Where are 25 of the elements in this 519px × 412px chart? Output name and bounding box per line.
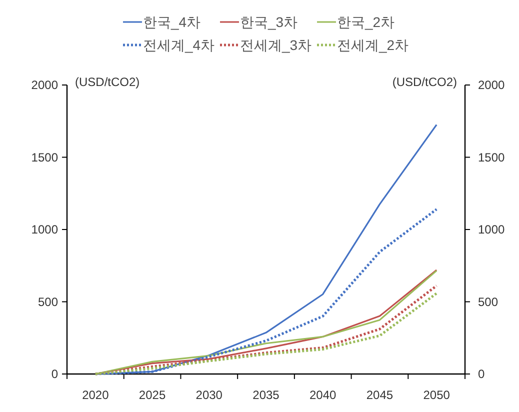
legend-label: 전세계_3차	[240, 37, 312, 53]
legend-label: 전세계_4차	[143, 37, 215, 53]
y-tick-label: 1500	[31, 150, 58, 164]
legend-label: 전세계_2차	[337, 37, 409, 53]
y2-tick-label: 0	[478, 367, 485, 381]
x-tick-label: 2040	[310, 388, 337, 402]
y-axis-title: (USD/tCO2)	[75, 75, 140, 89]
y2-axis-title: (USD/tCO2)	[392, 75, 457, 89]
y2-tick-label: 500	[478, 294, 498, 309]
x-tick-label: 2035	[252, 388, 280, 402]
x-tick-label: 2045	[366, 388, 394, 402]
y-tick-label: 2000	[31, 78, 58, 92]
x-tick-label: 2020	[82, 388, 110, 402]
y2-tick-label: 2000	[478, 78, 506, 92]
y2-tick-label: 1000	[478, 222, 506, 236]
y-tick-label: 500	[38, 294, 58, 309]
y-tick-label: 0	[51, 367, 58, 381]
legend-label: 한국_4차	[143, 14, 201, 30]
legend-label: 한국_3차	[240, 14, 298, 30]
x-tick-label: 2025	[138, 388, 166, 402]
x-tick-label: 2050	[423, 388, 450, 402]
x-tick-label: 2030	[196, 388, 223, 402]
legend-label: 한국_2차	[337, 14, 395, 30]
y-tick-label: 1000	[31, 222, 58, 236]
y2-tick-label: 1500	[478, 150, 506, 164]
